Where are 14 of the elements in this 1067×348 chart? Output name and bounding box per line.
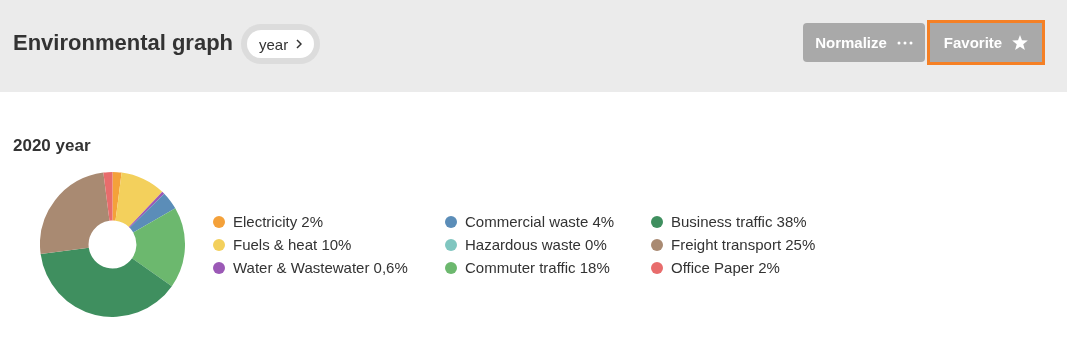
legend-label: Electricity 2%: [233, 213, 324, 230]
legend-label: Business traffic 38%: [671, 213, 807, 230]
legend-label: Water & Wastewater 0,6%: [233, 259, 408, 276]
legend-label: Fuels & heat 10%: [233, 236, 352, 253]
legend-label: Hazardous waste 0%: [465, 236, 607, 253]
legend-label: Office Paper 2%: [671, 259, 780, 276]
legend-label: Commuter traffic 18%: [465, 259, 610, 276]
chart-subtitle: 2020 year: [13, 136, 91, 156]
text: Favorite: [943, 34, 1003, 51]
text: year: [259, 35, 289, 53]
legend-label: Freight transport 25%: [671, 236, 816, 253]
chart-title: Environmental graph: [13, 30, 234, 56]
legend-label: Commercial waste 4%: [465, 213, 615, 230]
text: Normalize: [815, 34, 887, 51]
